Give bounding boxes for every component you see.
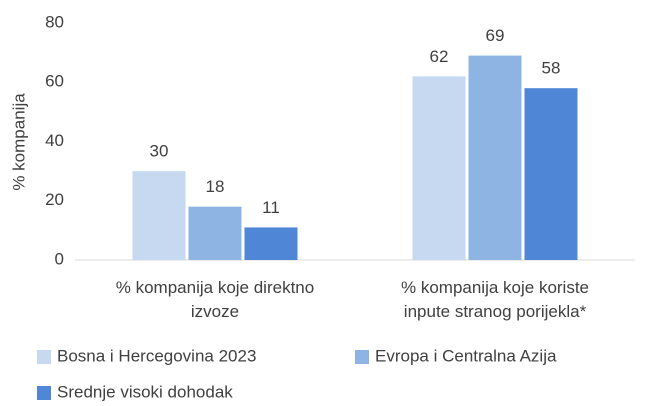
legend-swatch [37,386,51,400]
legend-label: Srednje visoki dohodak [57,382,233,401]
legend-label: Bosna i Hercegovina 2023 [57,346,256,365]
data-label: 62 [430,47,449,66]
bar [244,227,298,260]
data-label: 18 [206,177,225,196]
y-tick-label: 40 [45,131,64,150]
legend-label: Evropa i Centralna Azija [375,346,557,365]
y-axis-label: % kompanija [9,93,28,191]
y-tick-label: 60 [45,72,64,91]
data-label: 30 [150,142,169,161]
legend-swatch [37,350,51,364]
bar [412,76,466,260]
data-label: 69 [486,26,505,45]
y-tick-label: 80 [45,12,64,31]
x-tick-label-box: % kompanija koje koriste inpute stranog … [400,278,590,321]
y-tick-label: 0 [55,249,64,268]
legend-swatch [355,350,369,364]
x-tick-label: % kompanija koje direktno izvoze [115,278,315,321]
bar [188,206,242,260]
x-tick-label: % kompanija koje koriste inpute stranog … [400,278,590,321]
bar [468,55,522,261]
data-label: 58 [542,59,561,78]
x-tick-label-box: % kompanija koje direktno izvoze [115,278,315,321]
bar [132,171,186,260]
data-label: 11 [262,198,280,217]
y-tick-label: 20 [45,190,64,209]
bar [524,88,578,260]
